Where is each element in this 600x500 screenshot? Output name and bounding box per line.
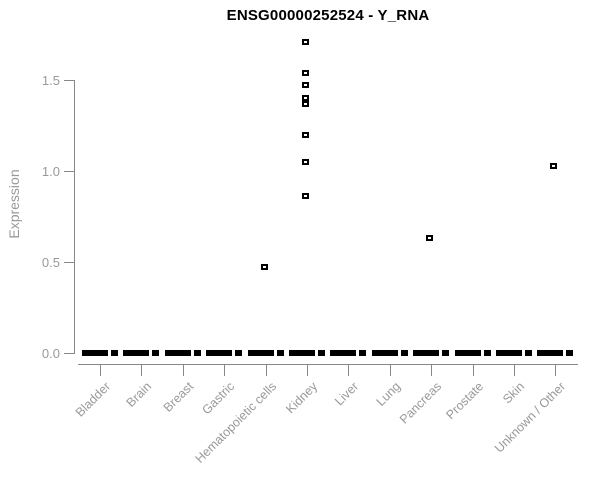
boxplot-zero-bar [371,350,408,356]
boxplot-zero-bar [206,350,243,356]
x-axis-tick [224,365,226,376]
boxplot-zero-bar [123,350,160,356]
chart-title: ENSG00000252524 - Y_RNA [226,7,430,24]
boxplot-zero-bar [247,350,284,356]
boxplot-zero-bar [330,350,367,356]
x-axis-tick [472,365,474,376]
outlier-point [426,235,434,242]
boxplot-zero-bar [82,350,118,356]
y-axis-tick [64,80,74,81]
boxplot-zero-bar [413,350,450,356]
x-axis-tick [100,365,101,376]
y-tick-label: 0.5 [41,255,60,270]
x-axis-tick [431,365,433,376]
y-axis-tick [64,171,74,172]
boxplot-zero-bar [289,350,325,356]
x-axis-tick [307,365,308,376]
outlier-point [302,158,309,165]
x-axis-tick [348,365,350,376]
outlier-point [302,95,309,102]
outlier-point [302,100,309,107]
boxplot-zero-bar [454,350,491,356]
x-axis-tick [141,365,143,376]
outlier-point [302,193,309,200]
outlier-point [302,38,309,45]
boxplot-zero-bar [496,350,532,356]
y-axis-tick [64,353,74,354]
outlier-point [550,162,558,169]
x-axis-tick [555,365,557,376]
x-axis-tick [514,365,515,376]
outlier-point [260,264,268,271]
boxplot-zero-bar [537,350,574,356]
x-axis-tick [265,365,267,376]
x-axis-line [78,364,578,365]
boxplot-zero-bar [164,350,201,356]
y-tick-label: 0.0 [41,346,60,361]
outlier-point [302,131,309,138]
outlier-point [302,82,309,89]
y-tick-label: 1.0 [41,164,60,179]
outlier-point [302,69,309,76]
y-tick-label: 1.5 [41,73,60,88]
x-axis-tick [389,365,391,376]
y-axis-tick [64,262,74,263]
y-axis-line [74,80,75,354]
y-axis-label: Expression [6,169,22,239]
x-axis-tick [182,365,184,376]
